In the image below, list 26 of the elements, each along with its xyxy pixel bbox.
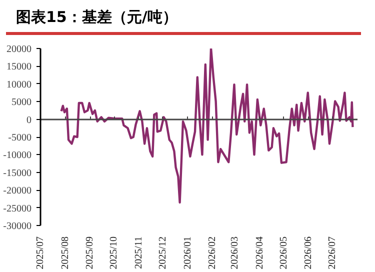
x-tick-label: 2026/01 (182, 236, 194, 270)
line-series (60, 48, 354, 204)
y-tick-label: -10000 (3, 150, 32, 162)
y-tick-label: -25000 (3, 203, 32, 214)
y-tick-label: -20000 (3, 186, 32, 197)
x-tick-label: 2026/06 (303, 236, 314, 270)
x-tick-label: 2025/12 (157, 236, 168, 270)
x-tick-label: 2025/10 (108, 236, 120, 270)
chart-title: 图表15：基差（元/吨） (16, 7, 178, 28)
x-tick-label: 2025/07 (35, 236, 46, 270)
y-tick-label: -5000 (8, 132, 32, 144)
y-tick-label: 20000 (6, 44, 32, 55)
x-tick-label: 2026/04 (254, 236, 266, 270)
y-tick-label: -15000 (3, 168, 32, 179)
y-tick-label: 5000 (12, 97, 32, 108)
x-tick-label: 2025/08 (60, 236, 71, 270)
y-tick-label: 0 (26, 114, 32, 126)
x-tick-label: 2025/09 (84, 236, 96, 270)
y-tick-label: 10000 (6, 79, 32, 90)
x-tick-label: 2026/05 (278, 236, 290, 270)
x-tick-label: 2026/03 (230, 236, 241, 270)
x-tick-label: 2026/07 (327, 236, 338, 270)
y-tick-label: 15000 (6, 62, 32, 73)
x-tick-label: 2025/11 (133, 236, 144, 269)
x-tick-label: 2026/02 (207, 236, 218, 270)
y-tick-label: -30000 (3, 221, 32, 232)
